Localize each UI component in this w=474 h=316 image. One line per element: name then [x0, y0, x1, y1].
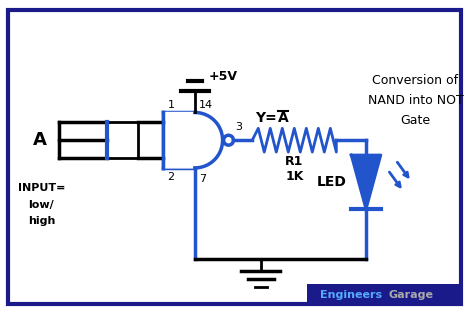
- Text: 7: 7: [199, 174, 206, 184]
- Text: Engineers: Engineers: [320, 289, 382, 300]
- Polygon shape: [351, 155, 381, 210]
- Text: 14: 14: [199, 100, 213, 110]
- Circle shape: [224, 135, 234, 145]
- Text: Y=: Y=: [255, 112, 277, 125]
- Text: A: A: [278, 112, 289, 125]
- Text: LED: LED: [317, 175, 346, 189]
- Bar: [107, 122, 138, 158]
- Text: 2: 2: [168, 172, 175, 182]
- Text: Garage: Garage: [388, 289, 433, 300]
- Text: R1: R1: [285, 155, 303, 168]
- Text: +5V: +5V: [209, 70, 238, 83]
- Text: 3: 3: [236, 122, 242, 132]
- Text: INPUT=: INPUT=: [18, 183, 65, 193]
- Bar: [307, 284, 460, 305]
- Text: 1: 1: [168, 100, 174, 110]
- Text: low/: low/: [27, 200, 54, 210]
- Text: high: high: [27, 216, 55, 226]
- Text: Conversion of: Conversion of: [373, 74, 458, 87]
- Text: Gate: Gate: [401, 114, 430, 127]
- Polygon shape: [163, 112, 223, 168]
- Text: 1K: 1K: [285, 170, 303, 183]
- Text: A: A: [33, 131, 46, 149]
- Text: NAND into NOT: NAND into NOT: [368, 94, 464, 107]
